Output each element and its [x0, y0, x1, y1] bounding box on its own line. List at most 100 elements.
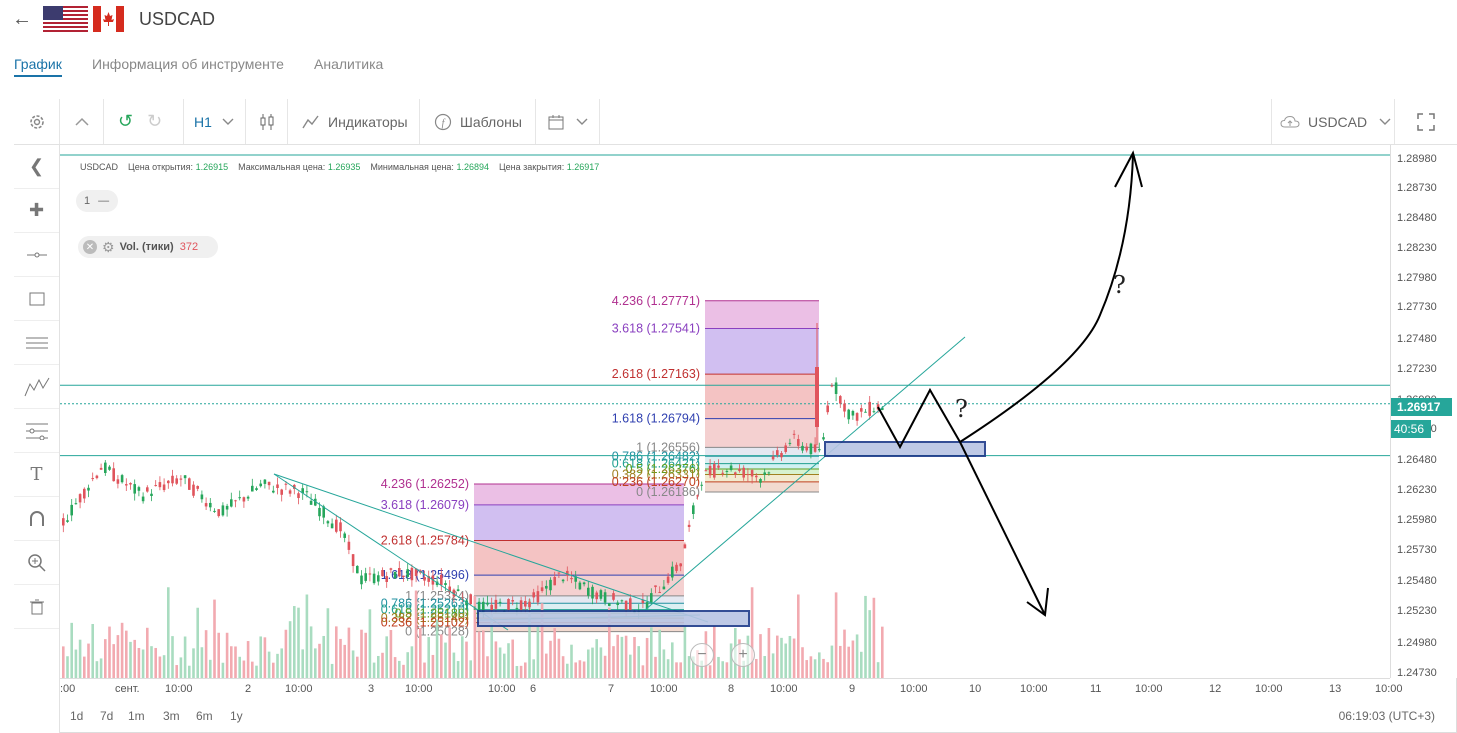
- rectangle-tool-icon[interactable]: [14, 277, 59, 321]
- volume-bar: [309, 626, 313, 678]
- volume-bar: [469, 660, 472, 678]
- back-arrow-icon[interactable]: ←: [12, 8, 32, 30]
- candle-body: [582, 582, 586, 585]
- trend-line: [273, 473, 709, 623]
- time-axis-label: 10:00: [165, 683, 193, 695]
- volume-bar: [83, 656, 86, 678]
- fib-upper-band: [705, 418, 819, 448]
- redo-icon[interactable]: ↻: [147, 111, 163, 131]
- volume-bar: [188, 665, 191, 678]
- time-axis[interactable]: :00 сент. 10:00 2 10:00 3 10:00 6 10:00 7 10:00 8 10…: [60, 678, 1403, 698]
- fib-upper-label: 4.236 (1.27771): [612, 294, 700, 308]
- candle-body: [599, 590, 603, 599]
- tab-chart[interactable]: График: [14, 56, 62, 72]
- zoom-in-button[interactable]: +: [731, 643, 755, 667]
- candle-body: [196, 486, 199, 489]
- volume-bar: [435, 619, 439, 678]
- timeframe-select[interactable]: H1: [184, 99, 246, 144]
- price-chart[interactable]: 4.236 (1.27771) 3.618 (1.27541) 2.618 (1.2…: [60, 145, 1390, 678]
- range-1d[interactable]: 1d: [70, 709, 84, 723]
- candle-body: [427, 576, 430, 582]
- candle-body: [587, 587, 590, 596]
- tab-instrument-info[interactable]: Информация об инструменте: [92, 56, 284, 72]
- volume-bar: [372, 662, 376, 678]
- candle-body: [225, 505, 229, 510]
- range-1y[interactable]: 1y: [230, 709, 243, 723]
- range-3m[interactable]: 3m: [163, 709, 180, 723]
- price-axis-label: 1.28480: [1397, 212, 1437, 224]
- candle-body: [91, 478, 94, 480]
- candle-body: [595, 592, 598, 600]
- settings-gear-icon[interactable]: ⚙: [102, 238, 115, 255]
- crosshair-icon[interactable]: ✚: [14, 189, 59, 233]
- tab-analytics[interactable]: Аналитика: [314, 56, 384, 72]
- chevron-up-icon[interactable]: [60, 99, 104, 144]
- fib-upper-band: [705, 474, 819, 482]
- volume-bar: [393, 657, 397, 678]
- volume-bar: [834, 592, 838, 678]
- fib-lower-label: 0.618 (1.25210): [381, 603, 469, 617]
- range-1m[interactable]: 1m: [128, 709, 145, 723]
- volume-bar: [293, 606, 296, 678]
- volume-bar: [582, 661, 586, 678]
- time-axis-label: 2: [245, 683, 252, 695]
- volume-bar: [461, 636, 464, 678]
- price-axis[interactable]: 1.28980 1.28730 1.28480 1.28230 1.27980 1.277…: [1390, 145, 1457, 679]
- pattern-tool-icon[interactable]: [14, 365, 59, 409]
- candle-body: [759, 479, 762, 483]
- candle-body: [330, 523, 334, 529]
- candle-body: [406, 569, 409, 577]
- range-6m[interactable]: 6m: [196, 709, 213, 723]
- candle-body: [528, 601, 531, 608]
- undo-icon[interactable]: ↺: [118, 111, 134, 131]
- candle-body: [230, 499, 233, 507]
- instrument-select[interactable]: USDCAD: [1271, 99, 1395, 144]
- templates-button[interactable]: f Шаблоны: [420, 99, 536, 144]
- magnet-icon[interactable]: [14, 497, 59, 541]
- horizontal-line-icon[interactable]: [14, 233, 59, 277]
- calendar-select[interactable]: [536, 99, 600, 144]
- volume-bar: [305, 594, 309, 678]
- volume-bar: [465, 641, 468, 678]
- volume-bar: [473, 595, 477, 678]
- zoom-in-icon[interactable]: [14, 541, 59, 585]
- candle-body: [742, 467, 745, 478]
- candle-body: [272, 490, 275, 493]
- range-7d[interactable]: 7d: [100, 709, 114, 723]
- channel-lines-icon[interactable]: [14, 321, 59, 365]
- trash-icon[interactable]: [14, 585, 59, 629]
- fib-upper-label: 0.5 (1.26376): [626, 462, 700, 476]
- fib-lower-label: 0.5 (1.25180): [395, 606, 469, 620]
- candle-body: [305, 491, 309, 493]
- fibonacci-tool-icon[interactable]: [14, 409, 59, 453]
- candle-body: [486, 602, 489, 605]
- volume-indicator-chip[interactable]: ✕ ⚙ Vol. (тики) 372: [78, 236, 218, 258]
- volume-bar: [66, 656, 69, 678]
- candle-body: [158, 482, 162, 488]
- candle-body: [713, 464, 716, 478]
- candle-body: [377, 575, 380, 582]
- time-axis-label: 10:00: [1135, 683, 1163, 695]
- text-tool-icon[interactable]: T: [14, 453, 59, 497]
- fib-upper-label: 1.618 (1.26794): [612, 412, 700, 426]
- pane-chip[interactable]: 1 —: [76, 190, 118, 212]
- close-icon[interactable]: ✕: [83, 240, 97, 254]
- candle-body: [217, 509, 220, 517]
- collapse-sidebar-icon[interactable]: ❮: [14, 145, 59, 189]
- zoom-out-button[interactable]: −: [690, 643, 714, 667]
- pane-minus[interactable]: —: [98, 195, 110, 207]
- candle-body: [410, 567, 414, 581]
- support-zone-box: [477, 610, 750, 627]
- volume-bar: [167, 587, 170, 678]
- candle-body: [532, 592, 535, 598]
- volume-bar: [708, 665, 712, 678]
- candle-body: [498, 601, 502, 603]
- indicators-button[interactable]: Индикаторы: [288, 99, 420, 144]
- candle-body: [70, 504, 73, 516]
- settings-gear-icon[interactable]: [14, 99, 60, 144]
- fullscreen-icon[interactable]: [1395, 99, 1457, 144]
- candlestick-type-icon[interactable]: [246, 99, 288, 144]
- candle-body: [553, 576, 556, 586]
- candle-body: [620, 600, 624, 602]
- volume-bar: [419, 628, 422, 678]
